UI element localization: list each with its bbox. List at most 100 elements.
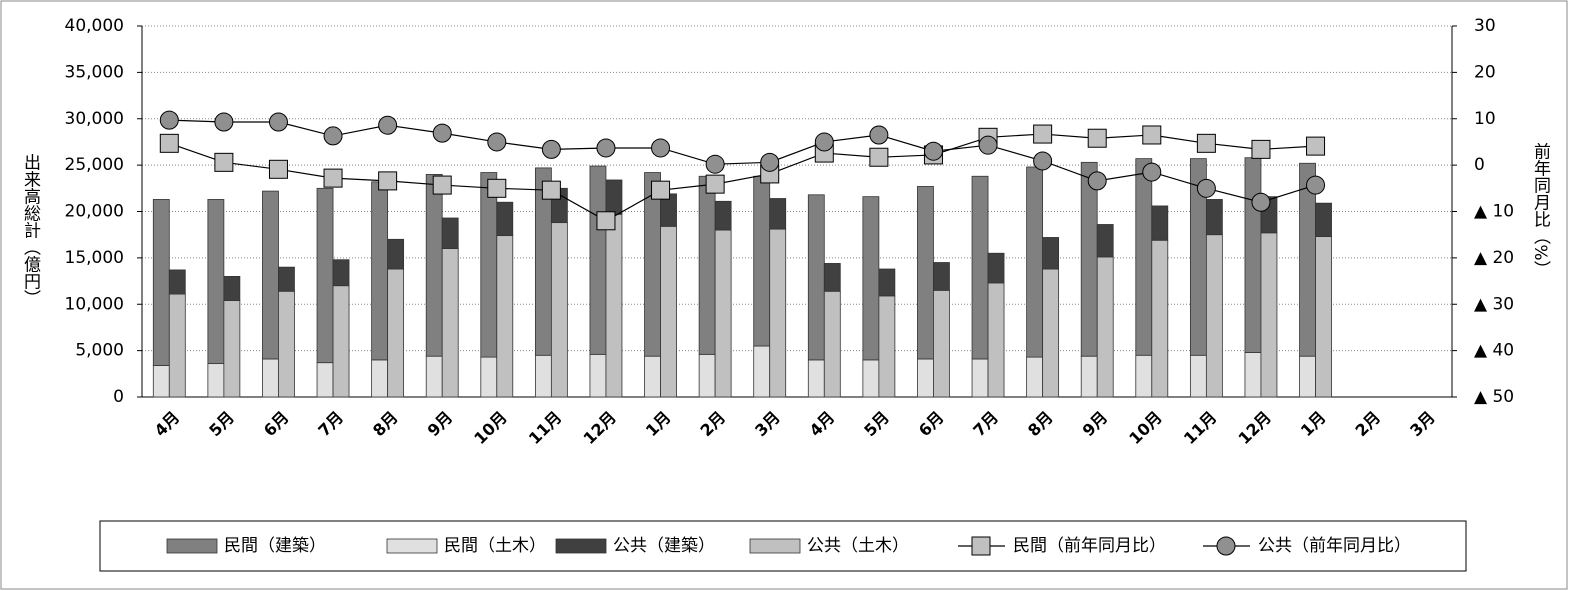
y-axis-title: 出来高総計（億円）	[20, 153, 41, 306]
line-series	[169, 133, 1316, 222]
line-series	[169, 119, 1316, 203]
bar	[714, 229, 732, 398]
y2-tick-label: ▲ 30	[1474, 294, 1514, 314]
bar	[753, 345, 771, 398]
marker	[651, 180, 671, 200]
marker	[1251, 192, 1271, 212]
legend-label: 公共（前年同月比）	[1258, 536, 1411, 556]
bar	[917, 186, 934, 360]
bar	[605, 179, 623, 215]
legend-label: 民間（前年同月比）	[1013, 536, 1166, 556]
marker	[268, 159, 288, 179]
bar	[1189, 354, 1207, 398]
marker	[978, 135, 998, 155]
bar	[823, 263, 841, 292]
bar	[441, 217, 459, 249]
bar	[1026, 356, 1044, 398]
bar	[1080, 355, 1098, 398]
y2-tick-label: ▲ 50	[1474, 387, 1514, 407]
marker	[1087, 171, 1107, 191]
legend-item: 民間（建築）	[166, 536, 326, 556]
bar	[1042, 268, 1060, 398]
marker	[159, 110, 179, 130]
bar	[1135, 354, 1153, 398]
bar	[480, 172, 498, 358]
bar	[332, 285, 350, 398]
marker	[1142, 125, 1162, 145]
legend-label: 公共（土木）	[807, 536, 909, 556]
marker	[1251, 139, 1271, 159]
marker	[268, 112, 288, 132]
bar	[441, 248, 459, 398]
bar	[1151, 239, 1169, 398]
y2-tick-label: 10	[1474, 109, 1496, 129]
marker	[1306, 136, 1326, 156]
bar	[1205, 234, 1223, 398]
bar	[152, 199, 170, 366]
bar	[262, 358, 279, 398]
bar	[1096, 256, 1114, 398]
bar	[933, 262, 950, 291]
bar	[387, 268, 405, 398]
marker	[869, 147, 889, 167]
bar	[1026, 166, 1044, 358]
bar	[1244, 157, 1262, 353]
marker	[651, 138, 671, 158]
y-tick-label: 0	[113, 387, 124, 407]
bar	[1135, 158, 1153, 356]
marker	[1196, 133, 1216, 153]
marker	[869, 125, 889, 145]
marker	[432, 175, 452, 195]
y-tick-label: 5,000	[75, 341, 124, 361]
legend-marker	[971, 536, 991, 556]
bar	[644, 172, 661, 357]
y2-tick-label: 30	[1474, 16, 1496, 36]
y-tick-label: 15,000	[65, 248, 124, 268]
bar	[496, 235, 514, 398]
bar	[168, 269, 186, 295]
bar	[1042, 237, 1060, 270]
bar	[987, 282, 1005, 398]
bar	[316, 187, 334, 364]
marker	[923, 141, 943, 161]
marker	[432, 123, 452, 143]
bar	[1315, 202, 1332, 237]
bar	[698, 353, 716, 398]
bar	[332, 259, 350, 287]
bar	[316, 362, 334, 398]
bar	[605, 213, 623, 398]
marker	[541, 180, 561, 200]
marker	[760, 152, 780, 172]
bar	[425, 355, 443, 398]
y2-tick-label: 0	[1474, 155, 1485, 175]
marker	[596, 211, 616, 231]
legend-label: 公共（建築）	[613, 536, 715, 556]
bar	[660, 225, 677, 398]
bar	[207, 199, 225, 365]
marker	[214, 112, 234, 132]
legend-label: 民間（建築）	[224, 536, 326, 556]
y-tick-label: 10,000	[65, 294, 124, 314]
y2-tick-label: ▲ 20	[1474, 248, 1514, 268]
bar	[1244, 352, 1262, 398]
marker	[378, 115, 398, 135]
marker	[541, 139, 561, 159]
bar	[168, 293, 186, 398]
bar	[589, 353, 607, 398]
marker	[1033, 151, 1053, 171]
legend-swatch	[166, 538, 218, 554]
bar	[550, 222, 568, 398]
legend-swatch	[555, 538, 607, 554]
bar	[714, 200, 732, 231]
bar	[207, 363, 225, 398]
bar	[698, 175, 716, 355]
bar	[753, 175, 771, 347]
legend-item: 民間（前年同月比）	[958, 536, 1166, 556]
bar	[1260, 232, 1278, 398]
bar	[933, 289, 950, 398]
bar	[589, 165, 607, 355]
bar	[371, 359, 389, 398]
marker	[1196, 178, 1216, 198]
y-tick-label: 25,000	[65, 155, 124, 175]
